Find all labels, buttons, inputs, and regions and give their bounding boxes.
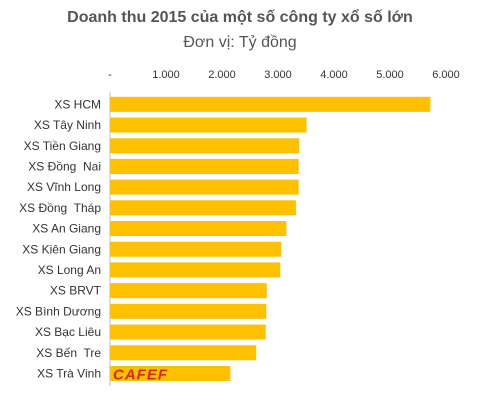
category-label: XS BRVT (50, 284, 102, 298)
category-label: XS Tây Ninh (34, 118, 101, 132)
category-label: XS Đồng Tháp (19, 201, 101, 215)
category-label: XS Đồng Nai (28, 159, 101, 173)
x-tick-label: 6.000 (432, 69, 460, 81)
bar (110, 158, 299, 174)
bar (110, 200, 296, 216)
bar (110, 221, 287, 237)
category-label: XS Bạc Liêu (35, 325, 101, 339)
bar (110, 96, 431, 112)
x-tick-label: 1.000 (152, 69, 180, 81)
category-label: XS An Giang (32, 222, 101, 236)
category-label: XS Vĩnh Long (27, 180, 101, 194)
category-label: XS Bến Tre (36, 346, 101, 360)
x-tick-label: 3.000 (264, 69, 292, 81)
bar (110, 324, 266, 340)
chart-title: Doanh thu 2015 của một số công ty xổ số … (67, 9, 413, 26)
bar (110, 138, 300, 154)
category-label: XS Kiên Giang (22, 242, 101, 256)
chart-subtitle: Đơn vị: Tỷ đồng (183, 34, 297, 51)
x-tick-label: - (108, 69, 112, 81)
x-tick-label: 5.000 (376, 69, 404, 81)
x-tick-label: 2.000 (208, 69, 236, 81)
bar (110, 365, 231, 381)
bar (110, 117, 307, 133)
category-label: XS HCM (54, 97, 101, 111)
bar (110, 241, 282, 257)
cafef-watermark-logo: CAFEF (113, 366, 168, 383)
category-label: XS Tiền Giang (24, 139, 101, 153)
bar (110, 179, 299, 195)
category-label: XS Long An (38, 263, 101, 277)
bar (110, 345, 257, 361)
x-tick-label: 4.000 (320, 69, 348, 81)
bar (110, 262, 281, 278)
category-label: XS Trà Vinh (37, 366, 101, 380)
category-label: XS Bình Dương (16, 304, 101, 318)
bar (110, 283, 267, 299)
bar (110, 303, 267, 319)
